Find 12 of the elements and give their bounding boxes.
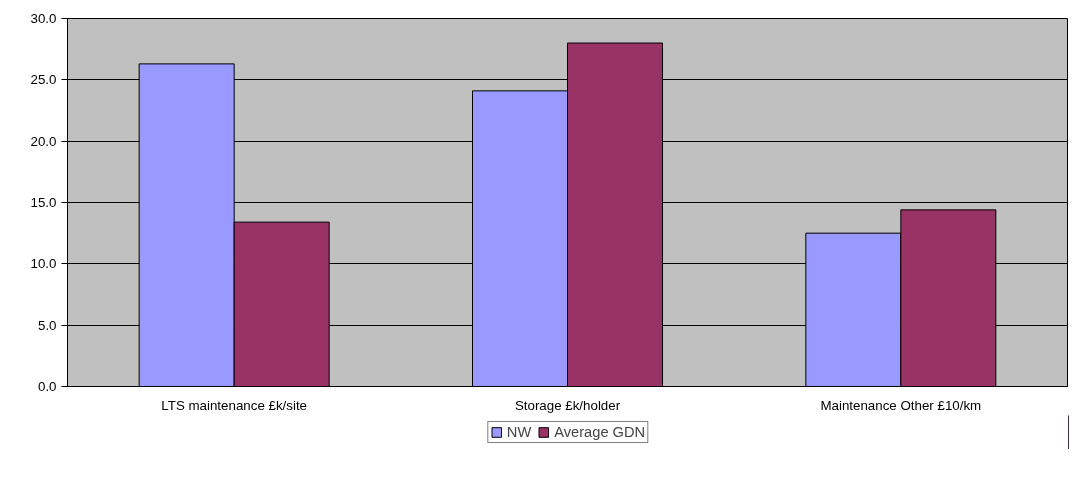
y-tick-label: 5.0 — [37, 317, 57, 333]
y-tick-label: 15.0 — [30, 195, 57, 210]
y-tick-label: 25.0 — [30, 72, 57, 88]
legend-label: NW — [506, 424, 532, 440]
y-tick-label: 10.0 — [30, 256, 57, 272]
x-tick-label: Maintenance Other £10/km — [820, 397, 982, 413]
y-tick-label: 0.0 — [37, 379, 57, 394]
y-tick-label: 20.0 — [30, 133, 57, 149]
legend-label: Average GDN — [554, 424, 646, 440]
x-tick-label: LTS maintenance £k/site — [161, 397, 308, 413]
y-tick-label: 30.0 — [30, 11, 57, 26]
x-tick-label: Storage £k/holder — [514, 397, 621, 413]
